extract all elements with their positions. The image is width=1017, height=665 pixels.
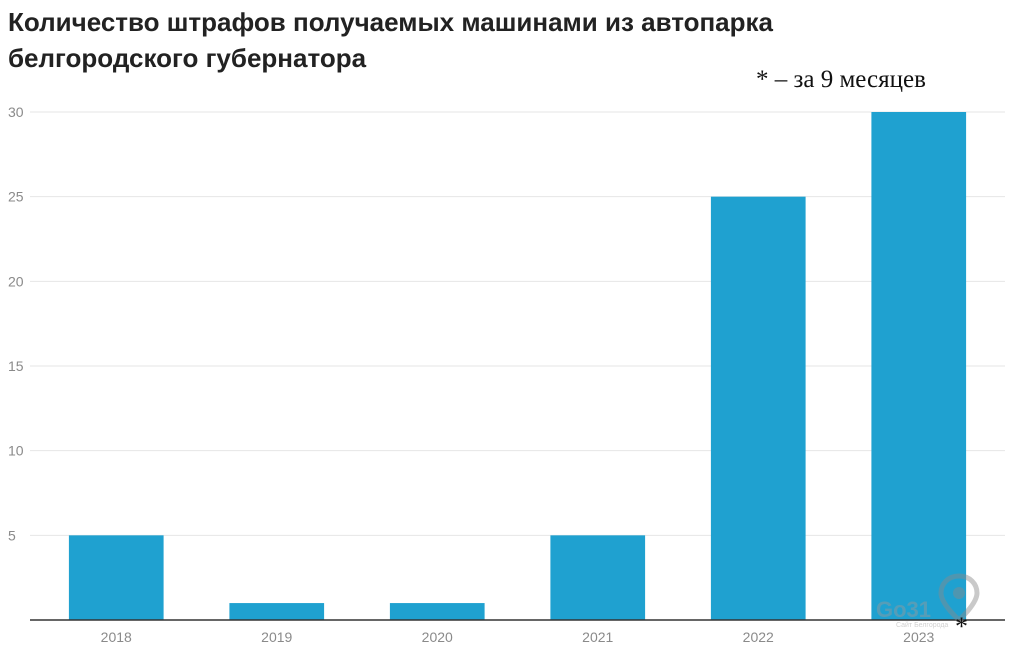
y-tick-label: 5 bbox=[8, 527, 16, 543]
x-tick-label: 2020 bbox=[422, 629, 453, 645]
y-tick-label: 30 bbox=[8, 104, 24, 120]
x-axis-ticks: 2018 2019 2020 2021 2022 2023 bbox=[101, 629, 935, 645]
x-tick-label: 2018 bbox=[101, 629, 132, 645]
watermark-subtext: Сайт Белгорода bbox=[896, 622, 949, 629]
gridlines bbox=[30, 111, 1005, 536]
bar-2023 bbox=[871, 112, 967, 620]
bar-2018 bbox=[68, 535, 164, 620]
bar-2022 bbox=[710, 196, 806, 620]
y-tick-label: 25 bbox=[8, 189, 24, 205]
x-tick-label: 2022 bbox=[743, 629, 774, 645]
bar-2019 bbox=[229, 603, 325, 620]
bars bbox=[68, 112, 967, 620]
y-tick-label: 20 bbox=[8, 273, 24, 289]
footnote-marker-2023: * bbox=[955, 612, 968, 641]
chart-title: Количество штрафов получаемых машинами и… bbox=[8, 7, 773, 73]
footnote-note: * – за 9 месяцев bbox=[756, 66, 926, 93]
bar-2020 bbox=[389, 603, 485, 620]
watermark-logo-text: Go31 bbox=[876, 597, 932, 622]
bar-2021 bbox=[550, 535, 646, 620]
location-pin-icon bbox=[938, 573, 980, 623]
y-axis-ticks: 5 10 15 20 25 30 bbox=[8, 104, 24, 543]
y-tick-label: 15 bbox=[8, 358, 24, 374]
x-tick-label: 2023 bbox=[903, 629, 934, 645]
y-tick-label: 10 bbox=[8, 443, 24, 459]
x-tick-label: 2021 bbox=[582, 629, 613, 645]
go31-watermark: Go31 Сайт Белгорода bbox=[876, 573, 986, 633]
x-tick-label: 2019 bbox=[261, 629, 292, 645]
